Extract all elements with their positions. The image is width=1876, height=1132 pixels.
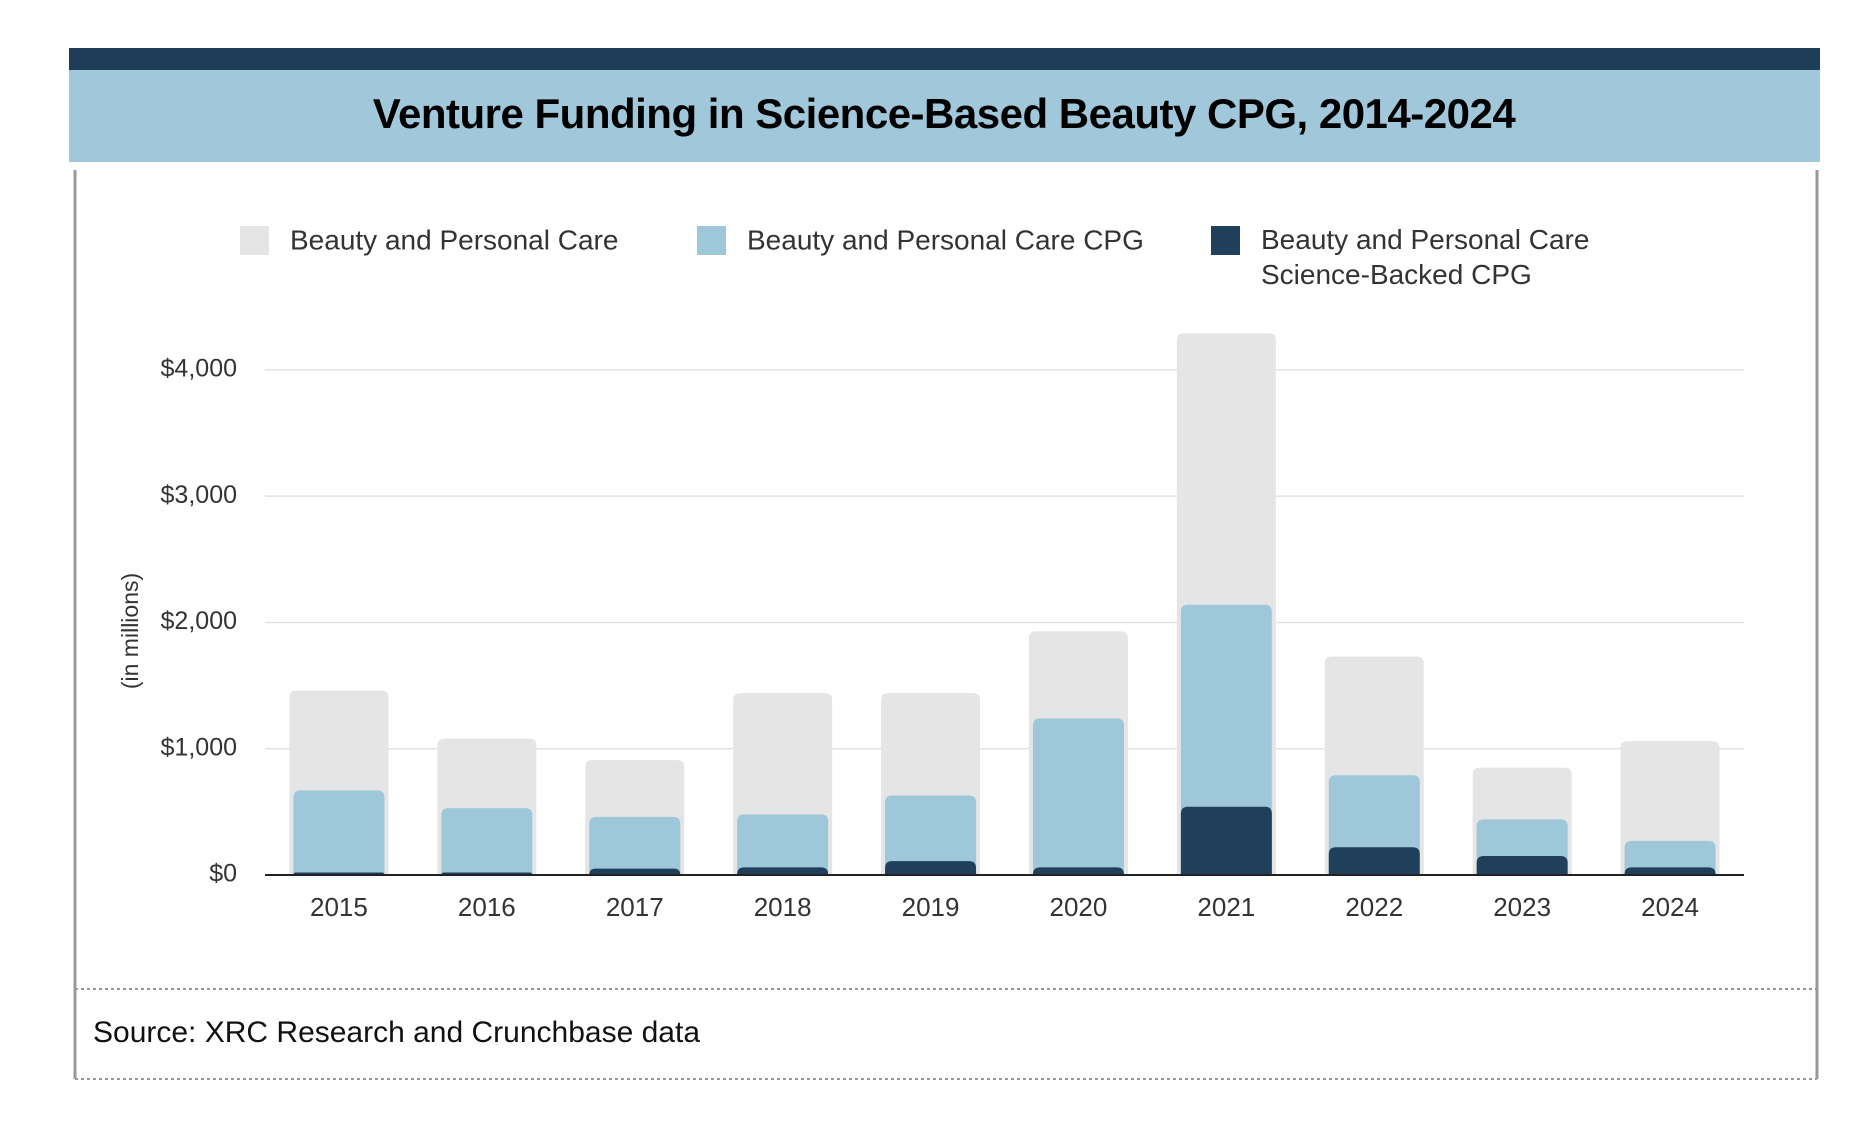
y-axis-title: (in millions) xyxy=(117,573,143,689)
x-tick-label: 2023 xyxy=(1493,892,1551,922)
bar xyxy=(737,867,829,875)
x-tick-label: 2016 xyxy=(458,892,516,922)
bar xyxy=(441,808,533,875)
bar xyxy=(1032,867,1124,875)
y-tick-label: $3,000 xyxy=(161,481,237,509)
bar xyxy=(1624,867,1716,875)
x-tick-label: 2020 xyxy=(1050,892,1108,922)
bar xyxy=(1032,718,1124,875)
x-tick-label: 2015 xyxy=(310,892,368,922)
top-bar xyxy=(69,48,1820,70)
bar xyxy=(737,814,829,875)
x-tick-label: 2019 xyxy=(902,892,960,922)
x-tick-label: 2018 xyxy=(754,892,812,922)
bar xyxy=(589,816,681,875)
legend-label: Beauty and Personal Care Science-Backed C… xyxy=(1261,224,1589,290)
title-band xyxy=(69,70,1820,162)
legend-label: Beauty and Personal Care xyxy=(290,224,618,255)
y-tick-label: $0 xyxy=(209,860,237,888)
x-tick-label: 2022 xyxy=(1345,892,1403,922)
legend-swatch xyxy=(697,226,726,255)
legend-swatch xyxy=(1211,226,1240,255)
legend-swatch xyxy=(240,226,269,255)
bar xyxy=(1476,856,1568,875)
x-tick-label: 2024 xyxy=(1641,892,1699,922)
legend-label: Beauty and Personal Care CPG xyxy=(747,224,1144,255)
y-tick-label: $4,000 xyxy=(161,354,237,382)
bar xyxy=(589,868,681,875)
bar xyxy=(1180,806,1272,875)
y-tick-label: $1,000 xyxy=(161,733,237,761)
bar xyxy=(1328,847,1420,875)
bar xyxy=(885,795,977,875)
bar xyxy=(293,790,385,875)
source-note: Source: XRC Research and Crunchbase data xyxy=(93,1016,700,1049)
chart-title: Venture Funding in Science-Based Beauty … xyxy=(373,90,1517,137)
x-tick-label: 2021 xyxy=(1197,892,1255,922)
bar xyxy=(1624,840,1716,875)
y-tick-label: $2,000 xyxy=(161,607,237,635)
x-tick-label: 2017 xyxy=(606,892,664,922)
bar xyxy=(885,861,977,875)
